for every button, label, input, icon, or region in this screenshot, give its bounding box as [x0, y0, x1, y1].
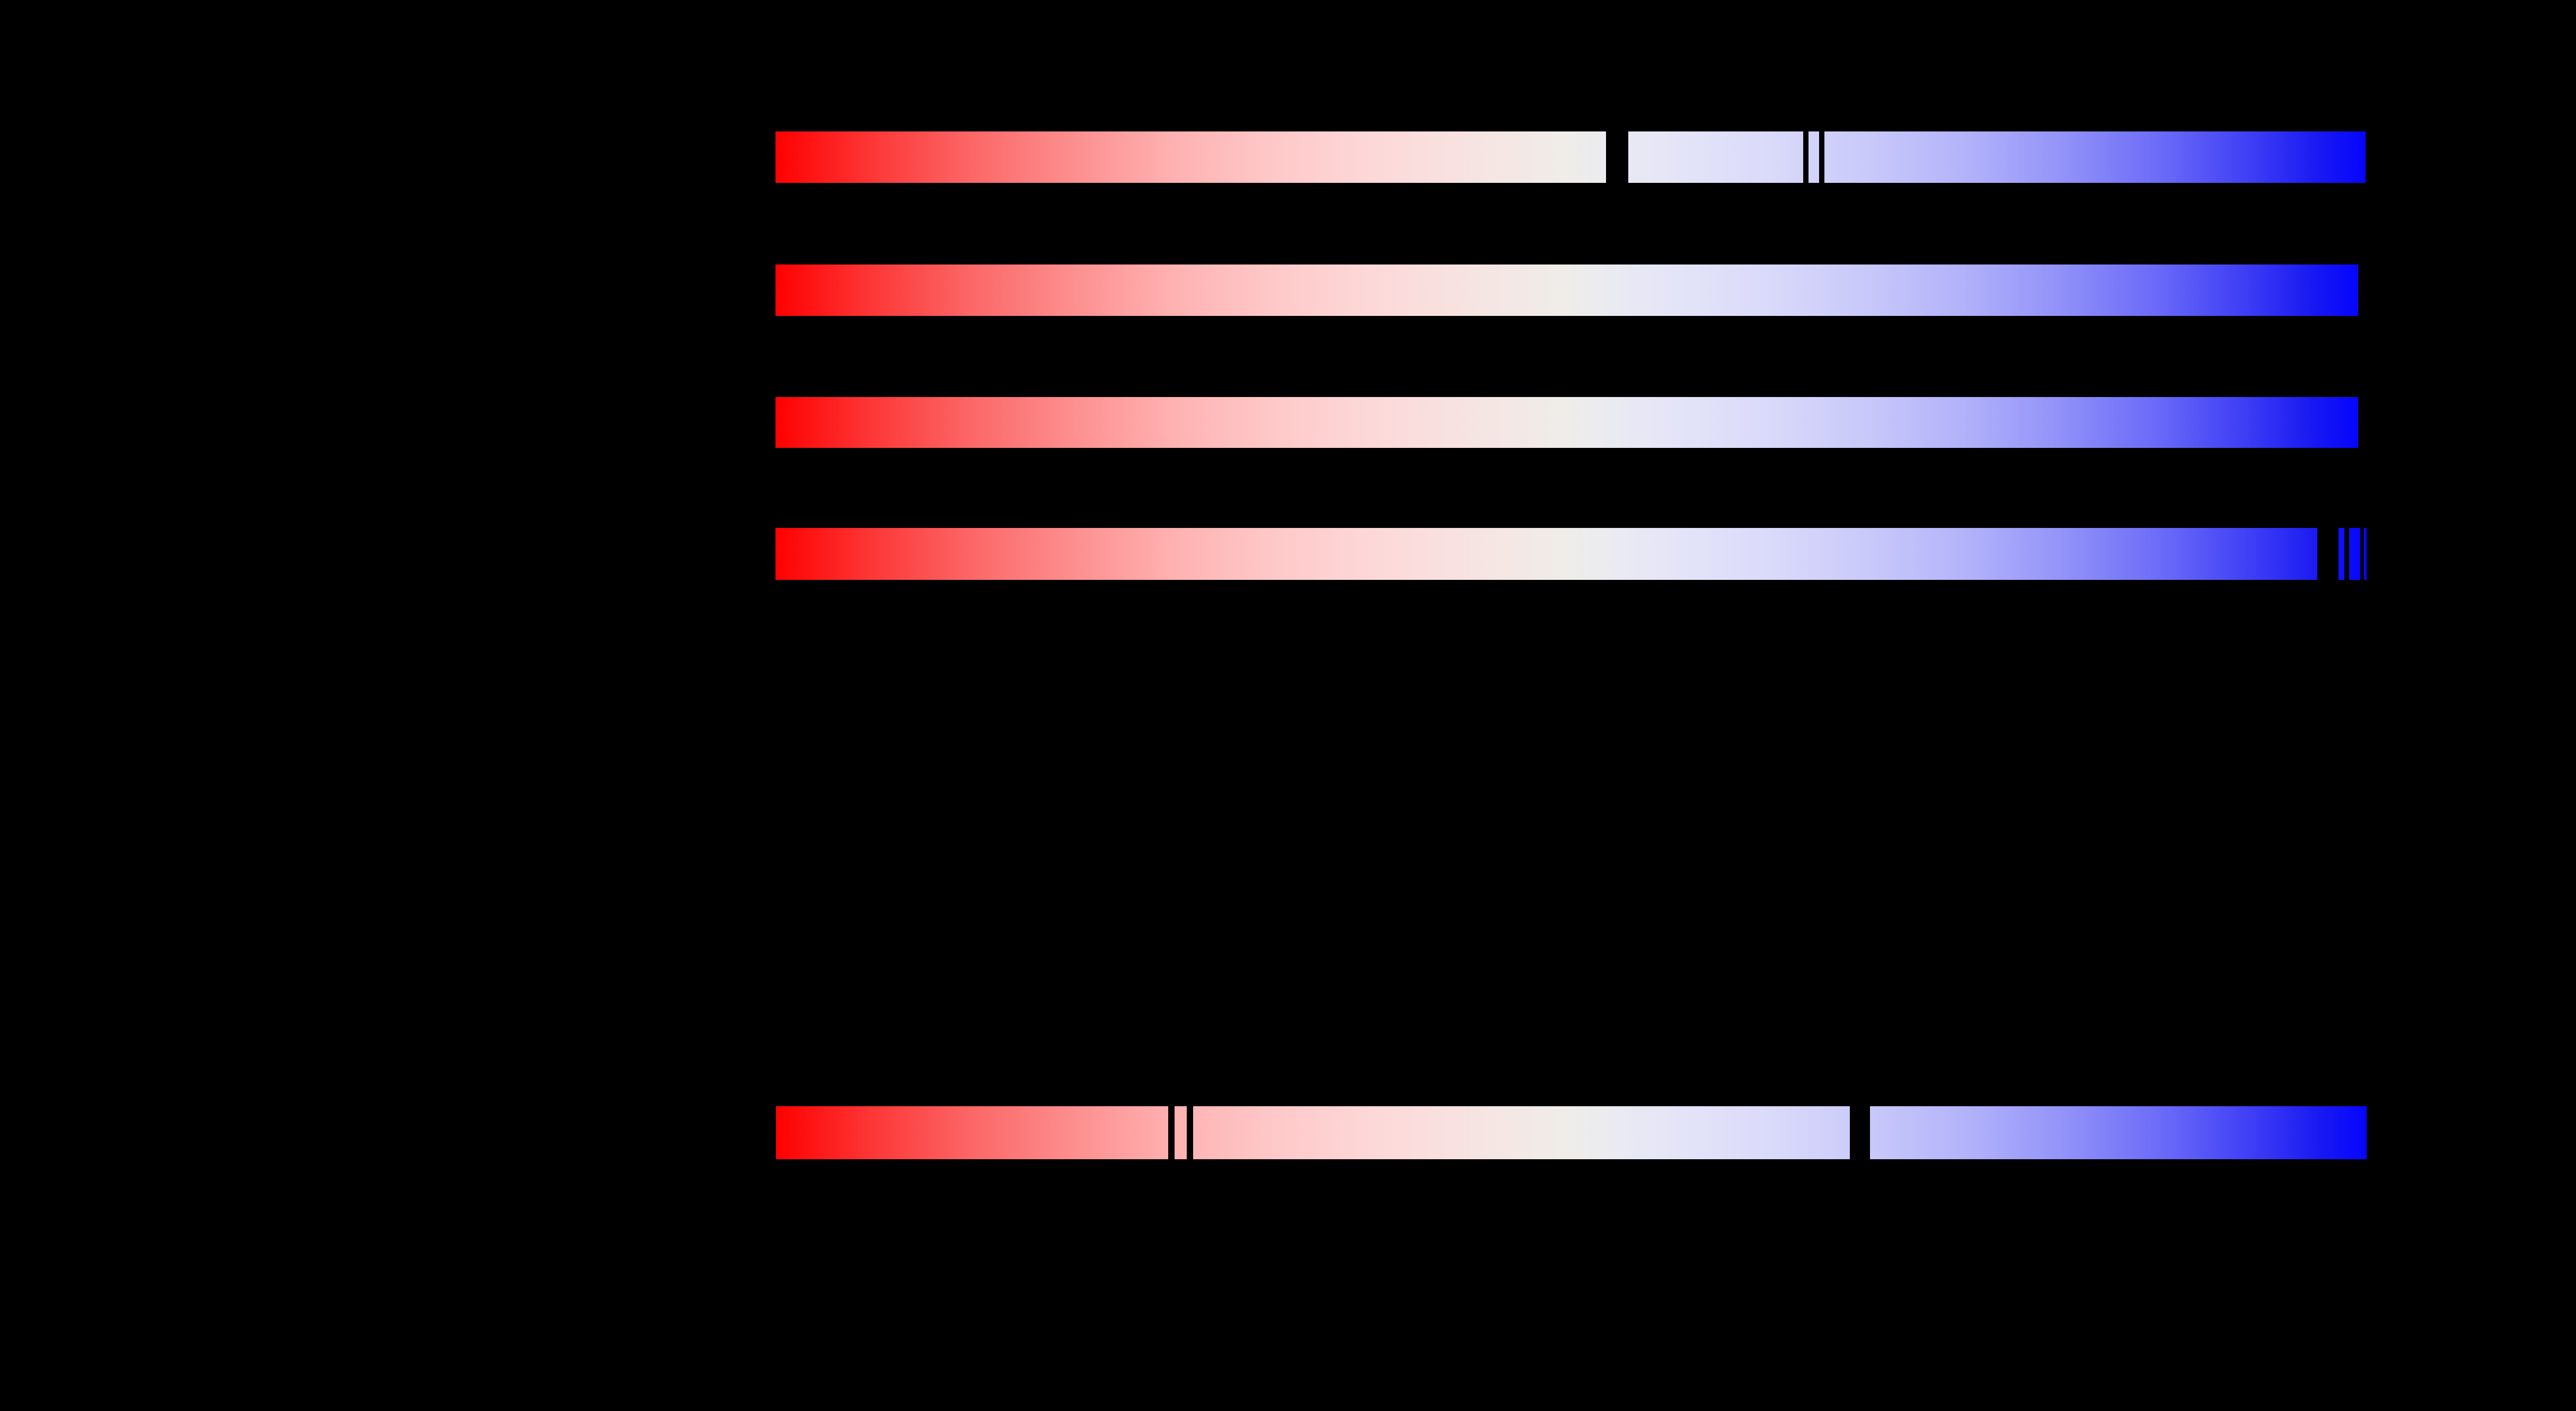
gradient-bar-1 — [775, 131, 2366, 183]
tick-break-mark — [1187, 1106, 1194, 1159]
tick-break-mark — [2344, 528, 2349, 580]
tick-break-mark — [1803, 131, 1809, 183]
gradient-bar-4 — [775, 528, 2367, 580]
gap-break-mark — [1605, 131, 1628, 183]
gap-break-mark — [1849, 1106, 1871, 1159]
gradient-bar-5 — [776, 1106, 2367, 1159]
tick-break-mark — [1819, 131, 1825, 183]
gradient-bar-3 — [775, 397, 2358, 448]
gap-break-mark — [2317, 528, 2339, 580]
gradient-bar-2 — [775, 264, 2358, 316]
tick-break-mark — [2360, 528, 2364, 580]
tick-break-mark — [1168, 1106, 1175, 1159]
